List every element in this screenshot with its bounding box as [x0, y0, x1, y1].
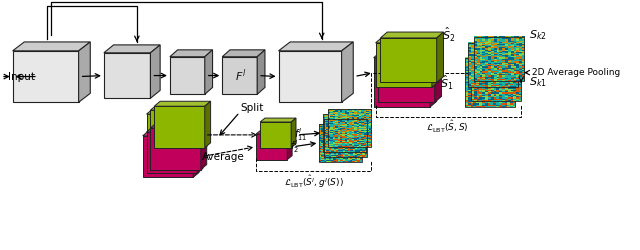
Text: $S_{k1}$: $S_{k1}$ [529, 76, 547, 90]
Polygon shape [147, 127, 203, 132]
Polygon shape [150, 105, 207, 110]
Polygon shape [143, 136, 193, 177]
Polygon shape [222, 57, 257, 94]
Polygon shape [260, 122, 291, 148]
Text: Split: Split [241, 103, 264, 113]
Polygon shape [154, 101, 211, 106]
Text: Input: Input [8, 72, 35, 82]
Bar [474, 37, 524, 82]
Text: 2D Average Pooling: 2D Average Pooling [532, 68, 620, 77]
Polygon shape [104, 53, 150, 98]
Polygon shape [376, 37, 438, 43]
Polygon shape [147, 114, 197, 156]
Text: $S_{k2}$: $S_{k2}$ [529, 28, 547, 42]
Text: $\hat{S}_2$: $\hat{S}_2$ [442, 26, 455, 44]
Polygon shape [378, 47, 442, 53]
Polygon shape [150, 123, 207, 128]
Polygon shape [376, 43, 432, 88]
Polygon shape [278, 42, 353, 51]
Polygon shape [150, 128, 201, 170]
Polygon shape [256, 134, 287, 160]
Bar [465, 58, 515, 107]
Polygon shape [143, 131, 199, 136]
Polygon shape [380, 38, 436, 82]
Polygon shape [257, 50, 265, 94]
Polygon shape [170, 57, 205, 94]
Polygon shape [197, 109, 203, 156]
Polygon shape [342, 42, 353, 102]
Bar [319, 124, 362, 162]
Bar [324, 119, 367, 157]
Polygon shape [193, 131, 199, 178]
Polygon shape [147, 109, 203, 114]
Polygon shape [256, 130, 292, 134]
Polygon shape [201, 123, 207, 170]
Polygon shape [374, 58, 430, 107]
Text: $f_2^l$: $f_2^l$ [290, 138, 299, 155]
Bar [328, 109, 371, 147]
Polygon shape [147, 132, 197, 173]
Polygon shape [430, 52, 436, 107]
Bar [323, 114, 366, 152]
Polygon shape [13, 51, 79, 102]
Polygon shape [205, 50, 212, 94]
Polygon shape [13, 42, 90, 51]
Bar [470, 52, 521, 101]
Polygon shape [260, 118, 296, 122]
Polygon shape [154, 106, 205, 148]
Polygon shape [79, 42, 90, 102]
Polygon shape [374, 52, 436, 58]
Text: $\hat{S}_1$: $\hat{S}_1$ [440, 74, 453, 92]
Polygon shape [435, 47, 442, 102]
Polygon shape [291, 118, 296, 148]
Polygon shape [432, 37, 438, 88]
Polygon shape [436, 32, 444, 82]
Text: $f_{11}^l$: $f_{11}^l$ [294, 126, 307, 143]
Bar [468, 43, 518, 88]
Polygon shape [205, 101, 211, 148]
Text: $F^l$: $F^l$ [235, 67, 246, 84]
Polygon shape [197, 127, 203, 174]
Polygon shape [104, 45, 160, 53]
Polygon shape [378, 53, 435, 102]
Polygon shape [170, 50, 212, 57]
Polygon shape [287, 130, 292, 160]
Polygon shape [150, 110, 201, 152]
Polygon shape [222, 50, 265, 57]
Text: $\mathcal{L}_{\mathrm{LBT}}(\hat{S}^l, g^l(S))$: $\mathcal{L}_{\mathrm{LBT}}(\hat{S}^l, g… [284, 174, 343, 190]
Polygon shape [380, 32, 444, 38]
Polygon shape [201, 105, 207, 152]
Polygon shape [278, 51, 342, 102]
Polygon shape [150, 45, 160, 98]
Text: $\mathcal{L}_{\mathrm{LBT}}(\hat{S}, S)$: $\mathcal{L}_{\mathrm{LBT}}(\hat{S}, S)$ [426, 119, 468, 135]
Text: Average: Average [202, 152, 244, 162]
